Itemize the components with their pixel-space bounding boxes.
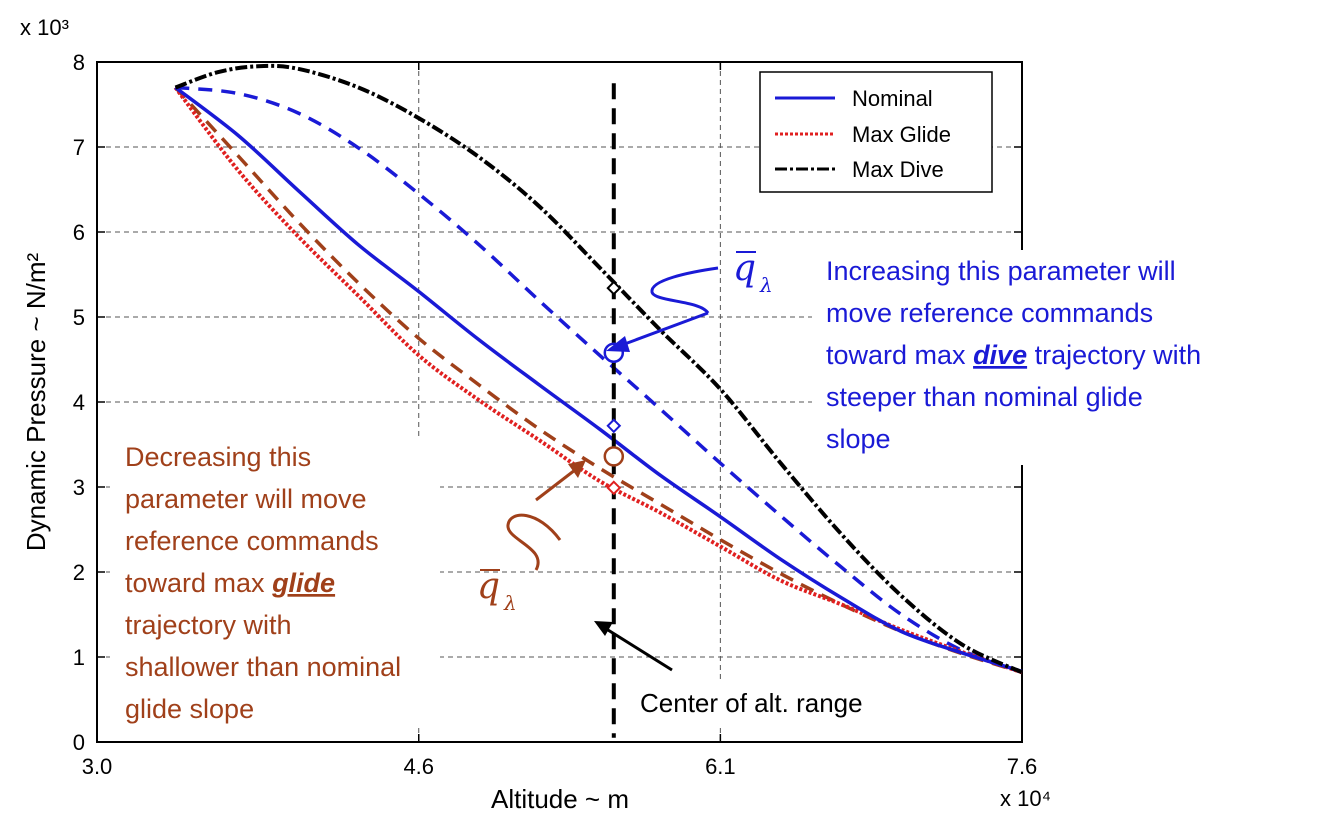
y-tick-label: 4 <box>73 390 85 415</box>
q-lambda-blue: q λ <box>733 248 773 297</box>
brown-annotation-bg <box>110 436 440 726</box>
y-axis-label: Dynamic Pressure ~ N/m² <box>21 252 51 551</box>
y-tick-label: 6 <box>73 220 85 245</box>
y-tick-label: 3 <box>73 475 85 500</box>
center-label-bg <box>625 683 960 725</box>
brown-squiggle <box>506 513 562 571</box>
center-label: Center of alt. range <box>640 688 863 718</box>
blue-squiggle <box>650 266 719 315</box>
series-nominal <box>174 86 1023 674</box>
brown-annotation: Decreasing this parameter will move refe… <box>125 442 409 724</box>
brown-arrow-head <box>568 460 586 478</box>
ticks: 3.0 4.6 6.1 7.6 0 1 2 3 4 5 6 7 8 <box>73 50 1038 779</box>
legend-label-max-dive: Max Dive <box>852 157 944 182</box>
x-axis-label: Altitude ~ m <box>491 784 629 814</box>
y-tick-label: 0 <box>73 730 85 755</box>
x-multiplier: x 10⁴ <box>1000 786 1051 811</box>
series-max-dive <box>174 63 1023 675</box>
q-subscript-blue: λ <box>759 273 773 297</box>
marker-layer <box>603 280 625 496</box>
legend: Nominal Max Glide Max Dive <box>759 71 993 193</box>
q-subscript-brown: λ <box>503 591 517 615</box>
y-tick-label: 2 <box>73 560 85 585</box>
center-arrow-shaft <box>607 628 673 672</box>
legend-label-nominal: Nominal <box>852 86 933 111</box>
center-arrow-head <box>594 621 613 636</box>
legend-label-max-glide: Max Glide <box>852 122 951 147</box>
marker-diamond <box>606 480 622 496</box>
marker-circle <box>603 446 625 467</box>
q-lambda-brown: q λ <box>477 566 517 615</box>
q-symbol-brown: q <box>477 566 500 607</box>
brown-arrow-shaft <box>535 468 576 502</box>
blue-annotation-bg <box>812 250 1317 465</box>
series-layer <box>173 63 1023 675</box>
marker-diamond <box>606 418 622 434</box>
legend-box <box>759 71 993 193</box>
q-symbol-blue: q <box>733 248 756 289</box>
x-tick-label: 4.6 <box>403 754 434 779</box>
x-tick-label: 6.1 <box>705 754 736 779</box>
series-nominal-dive-ref <box>175 85 1023 674</box>
y-tick-label: 5 <box>73 305 85 330</box>
y-tick-label: 8 <box>73 50 85 75</box>
y-tick-label: 7 <box>73 135 85 160</box>
series-max-glide <box>173 86 1023 675</box>
blue-annotation: Increasing this parameter will move refe… <box>826 256 1209 454</box>
blue-arrow-head <box>606 336 630 352</box>
marker-diamond <box>606 280 622 296</box>
x-tick-label: 3.0 <box>82 754 113 779</box>
y-tick-label: 1 <box>73 645 85 670</box>
y-multiplier: x 10³ <box>20 15 69 40</box>
blue-arrow-shaft <box>621 311 709 347</box>
x-tick-label: 7.6 <box>1007 754 1038 779</box>
